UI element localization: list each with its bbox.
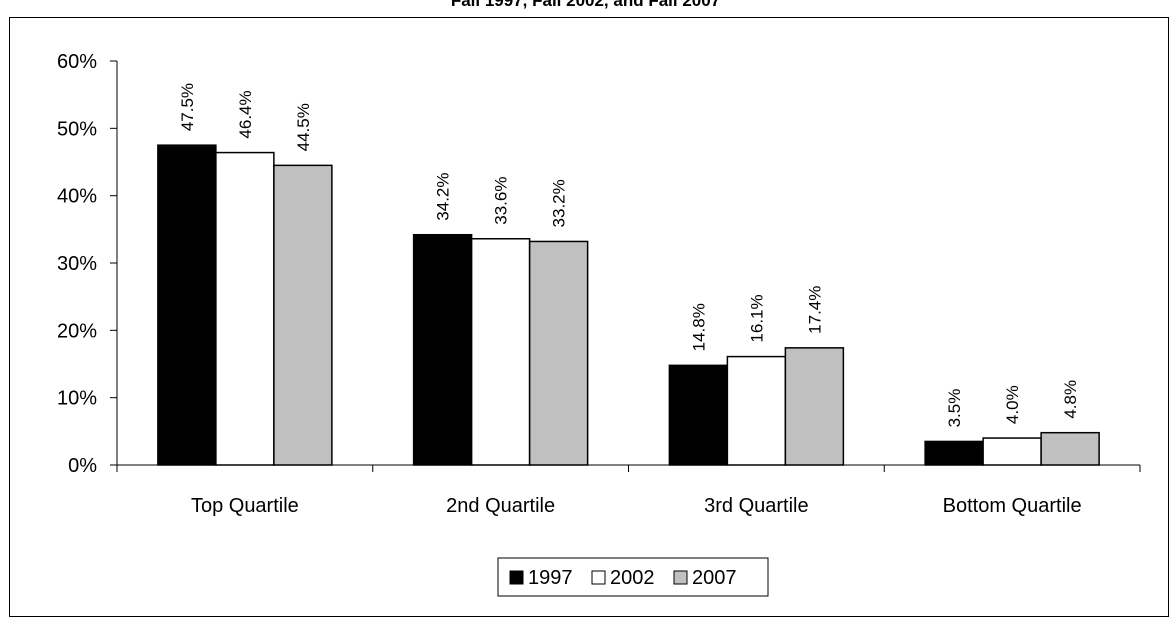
data-label: 17.4% <box>805 286 824 334</box>
legend: 1997 2002 2007 <box>497 557 769 597</box>
bar-1997 <box>924 440 984 466</box>
data-label: 46.4% <box>236 90 255 138</box>
bar-1997 <box>157 144 217 466</box>
legend-label: 1997 <box>528 567 573 589</box>
x-category-label: Bottom Quartile <box>943 495 1082 517</box>
legend-label: 2002 <box>610 567 655 589</box>
x-category-label: 2nd Quartile <box>446 495 555 517</box>
data-label: 33.2% <box>550 179 569 227</box>
bar-2007 <box>528 240 589 466</box>
legend-swatch-2002 <box>591 570 606 585</box>
y-tick-label: 10% <box>57 388 97 410</box>
legend-swatch-1997 <box>509 570 524 585</box>
y-tick-label: 0% <box>68 455 97 477</box>
bar-2002 <box>215 151 275 466</box>
y-tick-label: 50% <box>57 118 97 140</box>
bar-2007 <box>1040 431 1100 466</box>
data-label: 33.6% <box>492 177 511 225</box>
bar-2002 <box>982 437 1042 466</box>
data-label: 47.5% <box>178 83 197 131</box>
y-tick-label: 60% <box>57 51 97 73</box>
y-tick-label: 20% <box>57 320 97 342</box>
legend-label: 2007 <box>692 567 737 589</box>
data-label: 4.0% <box>1003 385 1022 424</box>
bars <box>157 144 1100 466</box>
data-label: 4.8% <box>1061 380 1080 419</box>
data-label: 3.5% <box>945 389 964 428</box>
bar-1997 <box>412 233 473 466</box>
bar-2002 <box>726 355 787 466</box>
bar-1997 <box>668 364 729 466</box>
axes: 0% 10% 20% 30% 40% 50% 60% Top Quartile 2nd Quar… <box>57 51 1141 517</box>
data-label: 14.8% <box>689 303 708 351</box>
chart-title: Fall 1997, Fall 2002, and Fall 2007 <box>450 0 721 10</box>
data-labels: 47.5% 46.4% 44.5% 34.2% 33.6% 33.2% 14.8% 16.1%… <box>178 83 1080 427</box>
data-label: 44.5% <box>294 103 313 151</box>
y-tick-label: 40% <box>57 186 97 208</box>
bar-2002 <box>470 238 531 466</box>
legend-box <box>497 557 769 597</box>
y-tick-label: 30% <box>57 253 97 275</box>
x-category-label: Top Quartile <box>191 495 299 517</box>
legend-swatch-2007 <box>673 570 688 585</box>
data-label: 16.1% <box>747 294 766 342</box>
bar-2007 <box>784 347 845 466</box>
bar-2007 <box>273 164 333 466</box>
x-category-label: 3rd Quartile <box>704 495 809 517</box>
data-label: 34.2% <box>434 173 453 221</box>
